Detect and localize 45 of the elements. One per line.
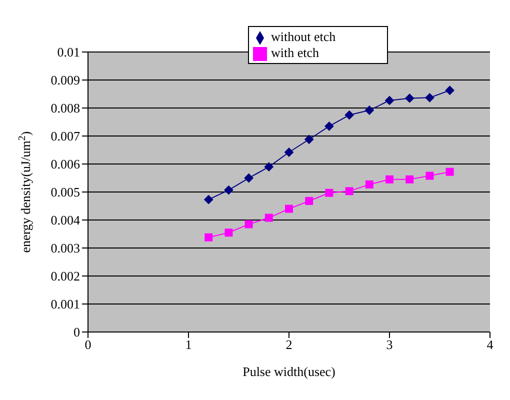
legend-label: without etch <box>271 29 336 44</box>
y-tick-label: 0 <box>74 324 80 340</box>
y-tick-label: 0.01 <box>57 44 80 60</box>
point <box>344 110 354 120</box>
point <box>345 187 354 196</box>
y-tick-label: 0.004 <box>50 212 80 228</box>
point <box>324 122 334 131</box>
point <box>264 214 273 222</box>
point <box>425 93 434 102</box>
point <box>445 86 454 95</box>
point <box>224 186 234 195</box>
point <box>406 175 414 184</box>
point <box>244 220 253 228</box>
point <box>264 162 274 172</box>
point <box>204 195 214 204</box>
point <box>224 228 233 237</box>
x-tick-label: 4 <box>486 337 494 352</box>
point <box>325 188 334 197</box>
y-tick-label: 0.007 <box>50 128 80 144</box>
point <box>364 106 374 115</box>
point <box>446 168 454 176</box>
y-tick-label: 0.003 <box>50 240 80 256</box>
x-tick-label: 2 <box>286 337 292 352</box>
x-tick-label: 1 <box>185 337 192 352</box>
y-tick-label: 0.001 <box>50 296 80 312</box>
y-tick-label: 0.005 <box>50 184 80 200</box>
x-axis-title: Pulse width(usec) <box>242 364 336 379</box>
point <box>304 134 314 144</box>
y-tick-label: 0.009 <box>50 72 80 88</box>
y-tick-label: 0.006 <box>50 156 80 172</box>
point <box>365 180 374 188</box>
point <box>244 174 254 183</box>
point <box>284 148 294 157</box>
x-tick-label: 3 <box>386 337 393 352</box>
point <box>426 172 434 180</box>
point <box>386 175 394 184</box>
x-tick-label: 0 <box>84 337 92 352</box>
point <box>285 204 293 213</box>
point <box>385 96 394 105</box>
point <box>305 196 314 205</box>
legend-label: with etch <box>271 45 320 60</box>
point <box>204 233 213 242</box>
y-tick-label: 0.002 <box>50 268 80 284</box>
point <box>405 94 414 103</box>
y-tick-label: 0.008 <box>50 100 80 116</box>
